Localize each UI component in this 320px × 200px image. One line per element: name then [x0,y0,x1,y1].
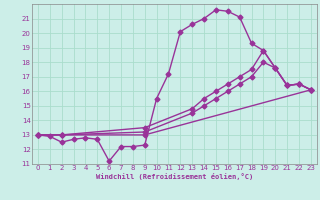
X-axis label: Windchill (Refroidissement éolien,°C): Windchill (Refroidissement éolien,°C) [96,173,253,180]
